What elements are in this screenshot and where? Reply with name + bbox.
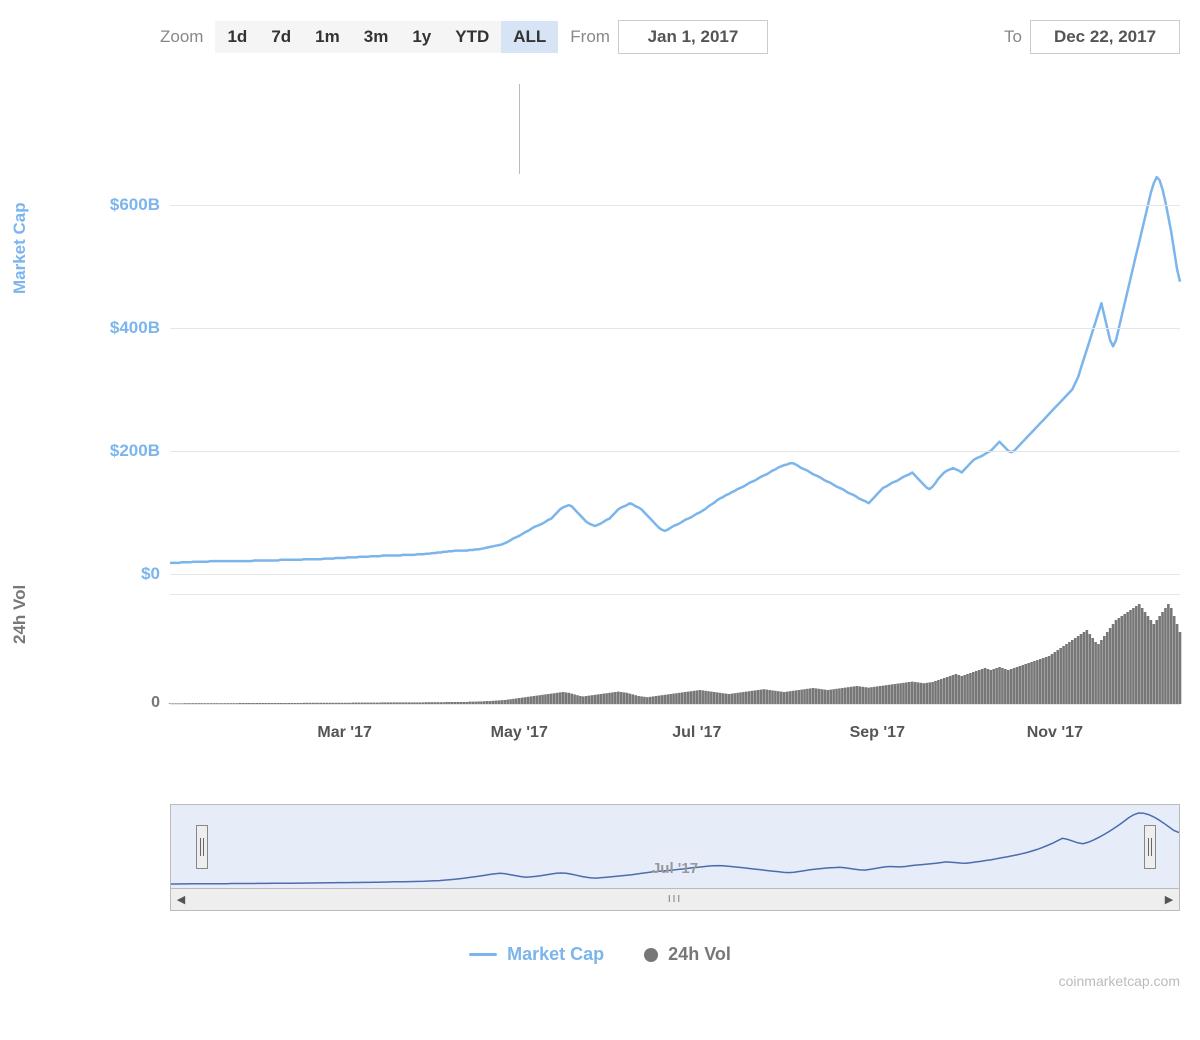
scroll-left-arrow[interactable]: ◀ (171, 890, 191, 910)
legend-item-volume[interactable]: 24h Vol (644, 944, 731, 965)
from-date-input[interactable] (618, 20, 768, 54)
gridline (170, 574, 1180, 575)
legend-label-volume: 24h Vol (668, 944, 731, 965)
zoom-button-1d[interactable]: 1d (215, 21, 259, 53)
y-tick-label: $400B (70, 318, 160, 338)
y-axis-title-marketcap: Market Cap (10, 202, 30, 294)
navigator-scrollbar[interactable]: ◀ III ▶ (170, 889, 1180, 911)
y-tick-label: $0 (70, 564, 160, 584)
y-tick-label: $600B (70, 195, 160, 215)
x-tick-label: Mar '17 (317, 724, 372, 742)
legend-label-marketcap: Market Cap (507, 944, 604, 965)
navigator-tick-label: Jul '17 (652, 860, 698, 877)
chart-toolbar: Zoom 1d7d1m3m1yYTDALL From To (20, 20, 1180, 54)
gridline (170, 594, 1180, 595)
navigator[interactable]: Jul '17 ◀ III ▶ (170, 804, 1180, 914)
y-axis-title-volume: 24h Vol (10, 585, 30, 644)
navigator-handle-left[interactable] (196, 825, 208, 869)
x-tick-label: May '17 (491, 724, 548, 742)
legend-line-icon (469, 953, 497, 956)
gridline (170, 328, 1180, 329)
plot-area[interactable] (170, 84, 1180, 764)
zoom-label: Zoom (160, 27, 203, 47)
zoom-button-7d[interactable]: 7d (259, 21, 303, 53)
gridline (170, 704, 1180, 705)
gridline (170, 205, 1180, 206)
legend-dot-icon (644, 948, 658, 962)
navigator-handle-right[interactable] (1144, 825, 1156, 869)
zoom-button-ytd[interactable]: YTD (443, 21, 501, 53)
x-tick-label: Sep '17 (850, 724, 905, 742)
gridline (170, 451, 1180, 452)
to-label: To (1004, 27, 1022, 47)
attribution: coinmarketcap.com (20, 973, 1180, 989)
legend-item-marketcap[interactable]: Market Cap (469, 944, 604, 965)
scroll-grip-icon: III (668, 894, 682, 905)
legend: Market Cap 24h Vol (20, 944, 1180, 965)
zoom-button-1y[interactable]: 1y (400, 21, 443, 53)
zoom-button-3m[interactable]: 3m (352, 21, 401, 53)
x-tick-label: Nov '17 (1027, 724, 1083, 742)
y-tick-vol-label: 0 (70, 694, 160, 712)
to-date-input[interactable] (1030, 20, 1180, 54)
scroll-right-arrow[interactable]: ▶ (1159, 890, 1179, 910)
zoom-button-1m[interactable]: 1m (303, 21, 352, 53)
chart-area: Market Cap 24h Vol $0$200B$400B$600B0Mar… (20, 84, 1180, 764)
zoom-button-all[interactable]: ALL (501, 21, 558, 53)
x-tick-label: Jul '17 (672, 724, 721, 742)
y-tick-label: $200B (70, 441, 160, 461)
from-label: From (570, 27, 610, 47)
